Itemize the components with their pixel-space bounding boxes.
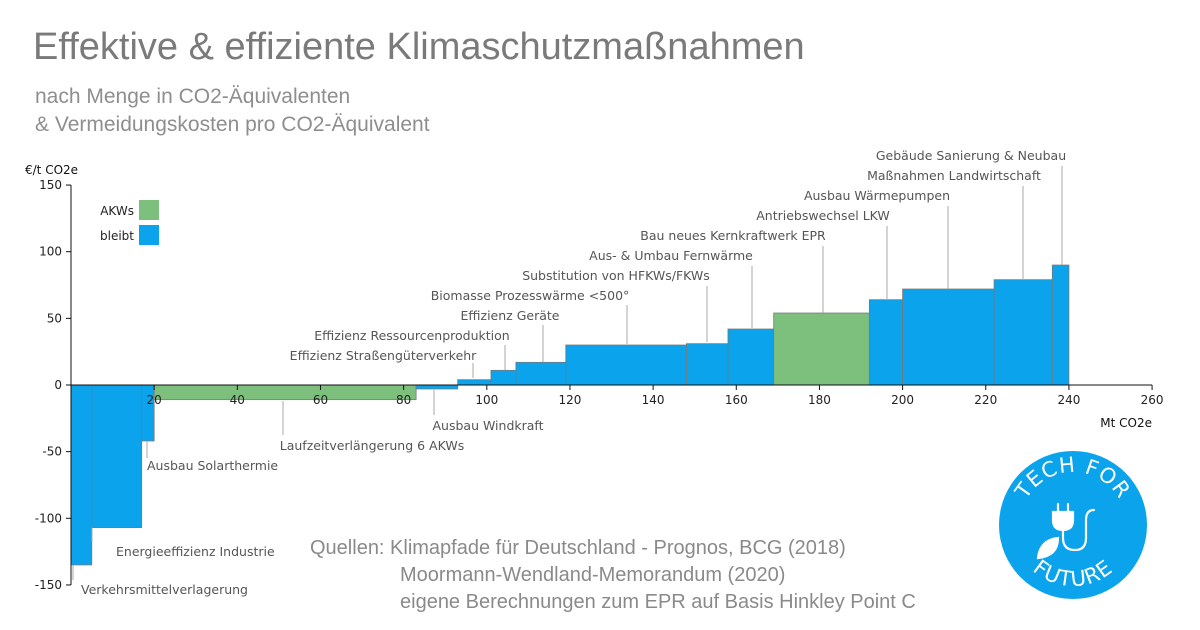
x-axis-label: Mt CO2e xyxy=(1100,416,1152,430)
bar-annotation-label: Gebäude Sanierung & Neubau xyxy=(876,148,1066,163)
cost-bar xyxy=(773,312,870,386)
x-tick-label: 200 xyxy=(891,393,914,407)
tech-for-future-logo: TECH FOR FUTURE xyxy=(999,451,1147,599)
x-tick-label: 240 xyxy=(1057,393,1080,407)
cost-bar xyxy=(415,384,459,390)
x-tick-label: 40 xyxy=(230,393,245,407)
bar-annotation-label: Effizienz Ressourcenproduktion xyxy=(314,328,509,343)
bar-annotation-label: Effizienz Geräte xyxy=(461,308,560,323)
cost-bar xyxy=(490,369,517,386)
x-tick-label: 60 xyxy=(313,393,328,407)
y-tick-label: 50 xyxy=(47,311,62,325)
cost-bar xyxy=(515,361,567,386)
bar-annotation-label: Biomasse Prozesswärme <500° xyxy=(431,288,630,303)
bar-annotation-label: Antriebswechsel LKW xyxy=(756,208,890,223)
bar-annotation-label: Effizienz Straßengüterverkehr xyxy=(290,348,478,363)
bars-layer xyxy=(70,264,1070,566)
cost-bar xyxy=(727,328,775,386)
legend: AKWs bleibt xyxy=(100,200,159,245)
cost-bar xyxy=(1051,264,1070,386)
cost-bar xyxy=(565,344,687,386)
axis-ticks: 20 40 60 80 100 120 140 160 180 200 220 240 260 -150 -… xyxy=(35,178,1164,592)
subtitle: nach Menge in CO2-Äquivalenten & Vermeid… xyxy=(35,83,430,139)
legend-label-akws: AKWs xyxy=(100,204,134,218)
x-tick-label: 180 xyxy=(808,393,831,407)
cost-bar xyxy=(457,379,492,386)
x-tick-label: 80 xyxy=(396,393,411,407)
x-tick-label: 220 xyxy=(974,393,997,407)
source-line-1: Quellen: Klimapfade für Deutschland - Pr… xyxy=(310,537,846,559)
x-tick-label: 260 xyxy=(1141,393,1164,407)
bar-annotation-label: Substitution von HFKWs/FKWs xyxy=(522,268,710,283)
subtitle-line-2: & Vermeidungskosten pro CO2-Äquivalent xyxy=(35,113,430,136)
x-tick-label: 100 xyxy=(475,393,498,407)
y-tick-label: -50 xyxy=(42,445,62,459)
cost-bar xyxy=(153,384,417,401)
cost-bar xyxy=(70,384,93,566)
sources-note: Quellen: Klimapfade für Deutschland - Pr… xyxy=(310,535,916,616)
bar-annotation-label: Maßnahmen Landwirtschaft xyxy=(867,168,1041,183)
bar-annotation-label: Ausbau Solarthermie xyxy=(147,458,278,473)
cost-bar xyxy=(91,384,143,529)
subtitle-line-1: nach Menge in CO2-Äquivalenten xyxy=(35,85,351,108)
bar-annotation-label: Bau neues Kernkraftwerk EPR xyxy=(640,228,826,243)
y-tick-label: 100 xyxy=(39,245,62,259)
bar-annotation-label: Ausbau Windkraft xyxy=(432,418,543,433)
bar-annotation-label: Aus- & Umbau Fernwärme xyxy=(589,248,753,263)
x-tick-label: 120 xyxy=(559,393,582,407)
cost-bar xyxy=(902,288,995,386)
bar-annotation-label: Energieeffizienz Industrie xyxy=(116,544,275,559)
source-line-2: Moormann-Wendland-Memorandum (2020) xyxy=(400,564,786,586)
bar-annotation-label: Verkehrsmittelverlagerung xyxy=(81,582,248,597)
axes xyxy=(70,185,1153,585)
y-tick-label: -100 xyxy=(35,511,62,525)
annotation-labels: Verkehrsmittelverlagerung Energieeffizien… xyxy=(81,148,1066,597)
legend-label-bleibt: bleibt xyxy=(100,229,134,243)
x-tick-label: 20 xyxy=(147,393,162,407)
cost-bar xyxy=(685,343,729,386)
bar-annotation-label: Laufzeitverlängerung 6 AKWs xyxy=(280,438,464,453)
y-tick-label: 150 xyxy=(39,178,62,192)
plug-leaf-icon xyxy=(1036,502,1096,560)
y-axis-label: €/t CO2e xyxy=(25,163,78,177)
x-tick-label: 140 xyxy=(642,393,665,407)
legend-swatch-bleibt xyxy=(139,225,159,245)
y-tick-label: -150 xyxy=(35,578,62,592)
cost-bar xyxy=(868,299,903,386)
cost-bar xyxy=(993,279,1053,386)
x-tick-label: 160 xyxy=(725,393,748,407)
annotation-leaders xyxy=(72,166,1063,580)
y-tick-label: 0 xyxy=(54,378,62,392)
bar-annotation-label: Ausbau Wärmepumpen xyxy=(804,188,950,203)
page-title: Effektive & effiziente Klimaschutzmaßnah… xyxy=(33,26,805,68)
legend-swatch-akws xyxy=(139,200,159,220)
source-line-3: eigene Berechnungen zum EPR auf Basis Hi… xyxy=(400,591,916,613)
